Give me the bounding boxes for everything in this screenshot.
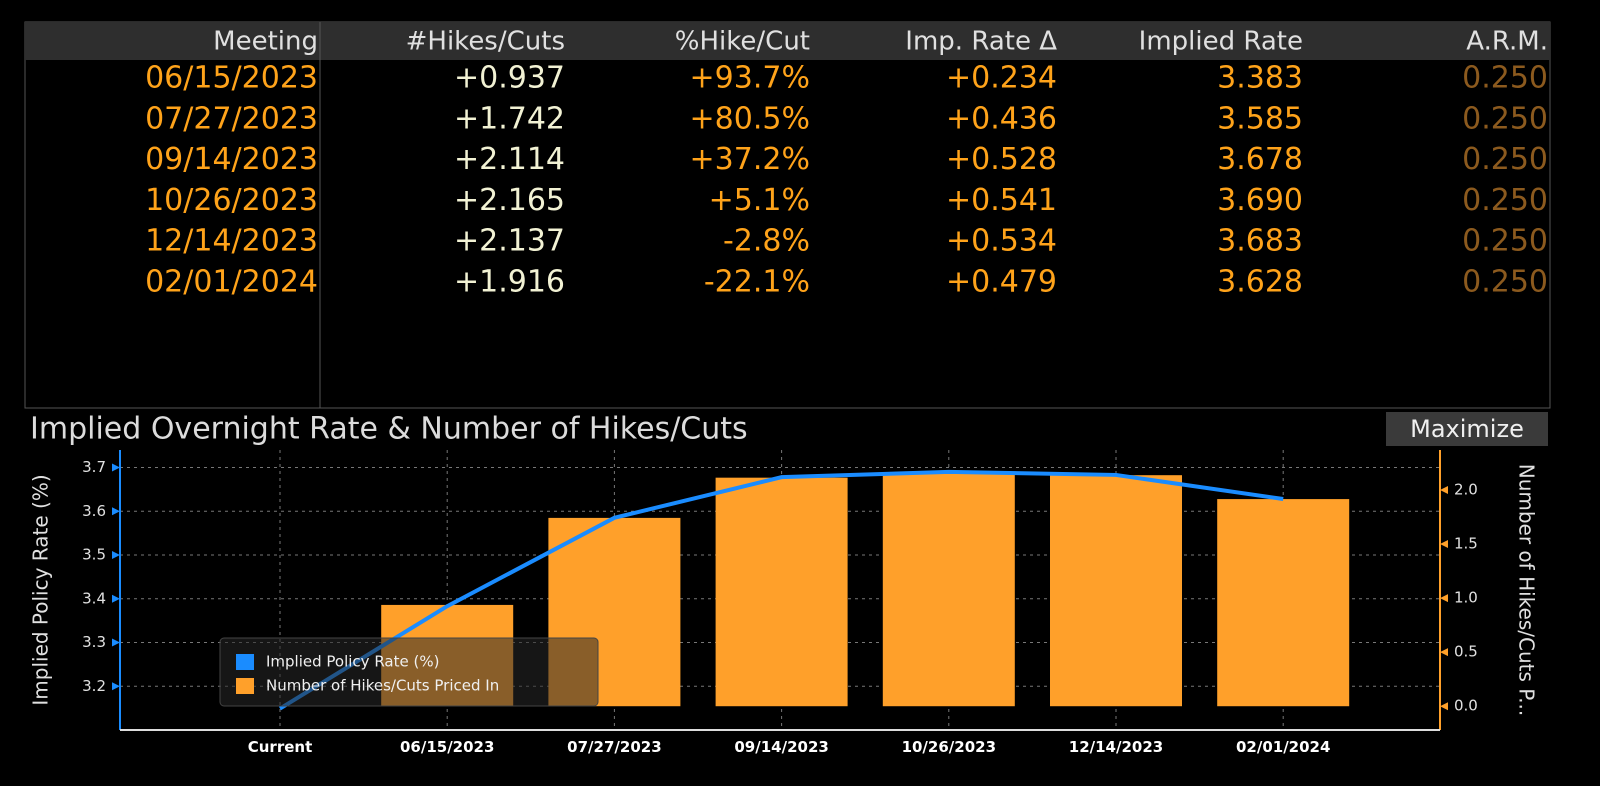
table-cell: 10/26/2023 <box>145 183 318 218</box>
column-header: A.R.M. <box>1466 27 1548 57</box>
bar <box>882 472 1015 707</box>
x-tick-label: 09/14/2023 <box>734 738 828 756</box>
table-cell: +0.234 <box>946 61 1057 96</box>
maximize-button[interactable] <box>1386 412 1548 446</box>
y-tick <box>112 638 120 647</box>
table-cell: 12/14/2023 <box>145 224 318 259</box>
y-axis-title: Implied Policy Rate (%) <box>29 474 53 705</box>
y-tick <box>112 507 120 516</box>
table-cell: 3.628 <box>1217 265 1303 300</box>
y-tick-label: 3.6 <box>82 502 106 520</box>
x-tick-label: 07/27/2023 <box>567 738 661 756</box>
y2-tick <box>1440 702 1448 711</box>
table-cell: +80.5% <box>690 101 810 136</box>
table-cell: 06/15/2023 <box>145 61 318 96</box>
table-cell: +0.541 <box>946 183 1057 218</box>
table-cell: +0.436 <box>946 101 1057 136</box>
y2-tick-label: 1.5 <box>1454 535 1478 553</box>
table-cell: 07/27/2023 <box>145 101 318 136</box>
legend-label: Implied Policy Rate (%) <box>266 653 439 671</box>
table-cell: +0.528 <box>946 142 1057 177</box>
column-header: #Hikes/Cuts <box>406 27 565 57</box>
y2-axis-title: Number of Hikes/Cuts P... <box>1515 464 1539 717</box>
table-header-bg <box>25 22 1550 60</box>
bar <box>1217 499 1350 707</box>
chart: 3.2 3.3 3.4 3.5 3.6 3.7 Current 06/15/2023 07/27… <box>82 450 1478 756</box>
table-cell: 0.250 <box>1462 224 1548 259</box>
table-cell: -2.8% <box>723 224 810 259</box>
table-cell: +2.165 <box>454 183 565 218</box>
y2-tick <box>1440 486 1448 494</box>
chart-title: Implied Overnight Rate & Number of Hikes… <box>30 412 748 447</box>
table-cell: +0.479 <box>946 265 1057 300</box>
table-cell: 0.250 <box>1462 142 1548 177</box>
table-cell: +0.534 <box>946 224 1057 259</box>
column-header: Implied Rate <box>1139 27 1303 57</box>
y-tick-label: 3.2 <box>82 677 106 695</box>
y-tick-label: 3.4 <box>82 589 106 607</box>
y-tick-label: 3.7 <box>82 458 106 476</box>
legend-label: Number of Hikes/Cuts Priced In <box>266 677 499 695</box>
table-cell: -22.1% <box>704 265 810 300</box>
table: Meeting #Hikes/Cuts %Hike/Cut Imp. Rate Δ Im… <box>145 27 1548 300</box>
line <box>278 469 1284 711</box>
table-cell: +2.137 <box>454 224 565 259</box>
table-cell: +2.114 <box>454 142 565 177</box>
table-cell: +5.1% <box>709 183 810 218</box>
bar <box>715 477 848 707</box>
legend-box <box>219 637 599 707</box>
y2-tick <box>1440 594 1448 603</box>
column-header: %Hike/Cut <box>675 27 810 57</box>
x-tick-label: 10/26/2023 <box>902 738 996 756</box>
x-tick-label: 12/14/2023 <box>1069 738 1163 756</box>
table-cell: 3.690 <box>1217 183 1303 218</box>
table-cell: 3.585 <box>1217 101 1303 136</box>
maximize-label[interactable]: Maximize <box>1410 415 1524 443</box>
y-tick <box>112 463 120 472</box>
table-cell: +0.937 <box>454 61 565 96</box>
table-cell: +37.2% <box>690 142 810 177</box>
column-header: Meeting <box>213 27 318 57</box>
table-cell: 3.383 <box>1217 61 1303 96</box>
y2-tick-label: 2.0 <box>1454 481 1478 499</box>
table-cell: +93.7% <box>690 61 810 96</box>
y-tick-label: 3.5 <box>82 546 106 564</box>
table-cell: 0.250 <box>1462 61 1548 96</box>
table-cell: 3.678 <box>1217 142 1303 177</box>
table-cell: 0.250 <box>1462 183 1548 218</box>
legend-swatch <box>236 654 254 670</box>
table-frame <box>24 21 1551 409</box>
y-tick <box>112 682 120 691</box>
y2-tick-label: 1.0 <box>1454 589 1478 607</box>
table-cell: +1.916 <box>454 265 565 300</box>
y2-tick <box>1440 648 1448 657</box>
column-header: Imp. Rate Δ <box>905 27 1057 57</box>
y-tick-label: 3.3 <box>82 633 106 651</box>
x-tick-label: Current <box>248 738 313 756</box>
x-tick-label: 06/15/2023 <box>400 738 494 756</box>
table-cell: 09/14/2023 <box>145 142 318 177</box>
y2-tick <box>1440 540 1448 549</box>
y-tick <box>112 594 120 603</box>
y2-tick-label: 0.0 <box>1454 697 1478 715</box>
table-cell: 0.250 <box>1462 101 1548 136</box>
y-tick <box>112 551 120 559</box>
table-cell: 0.250 <box>1462 265 1548 300</box>
legend-swatch <box>236 678 254 694</box>
x-tick-label: 02/01/2024 <box>1236 738 1330 756</box>
table-cell: 3.683 <box>1217 224 1303 259</box>
bar <box>1050 475 1182 707</box>
table-cell: +1.742 <box>454 101 565 136</box>
y2-tick-label: 0.5 <box>1454 643 1478 661</box>
table-cell: 02/01/2024 <box>145 265 318 300</box>
